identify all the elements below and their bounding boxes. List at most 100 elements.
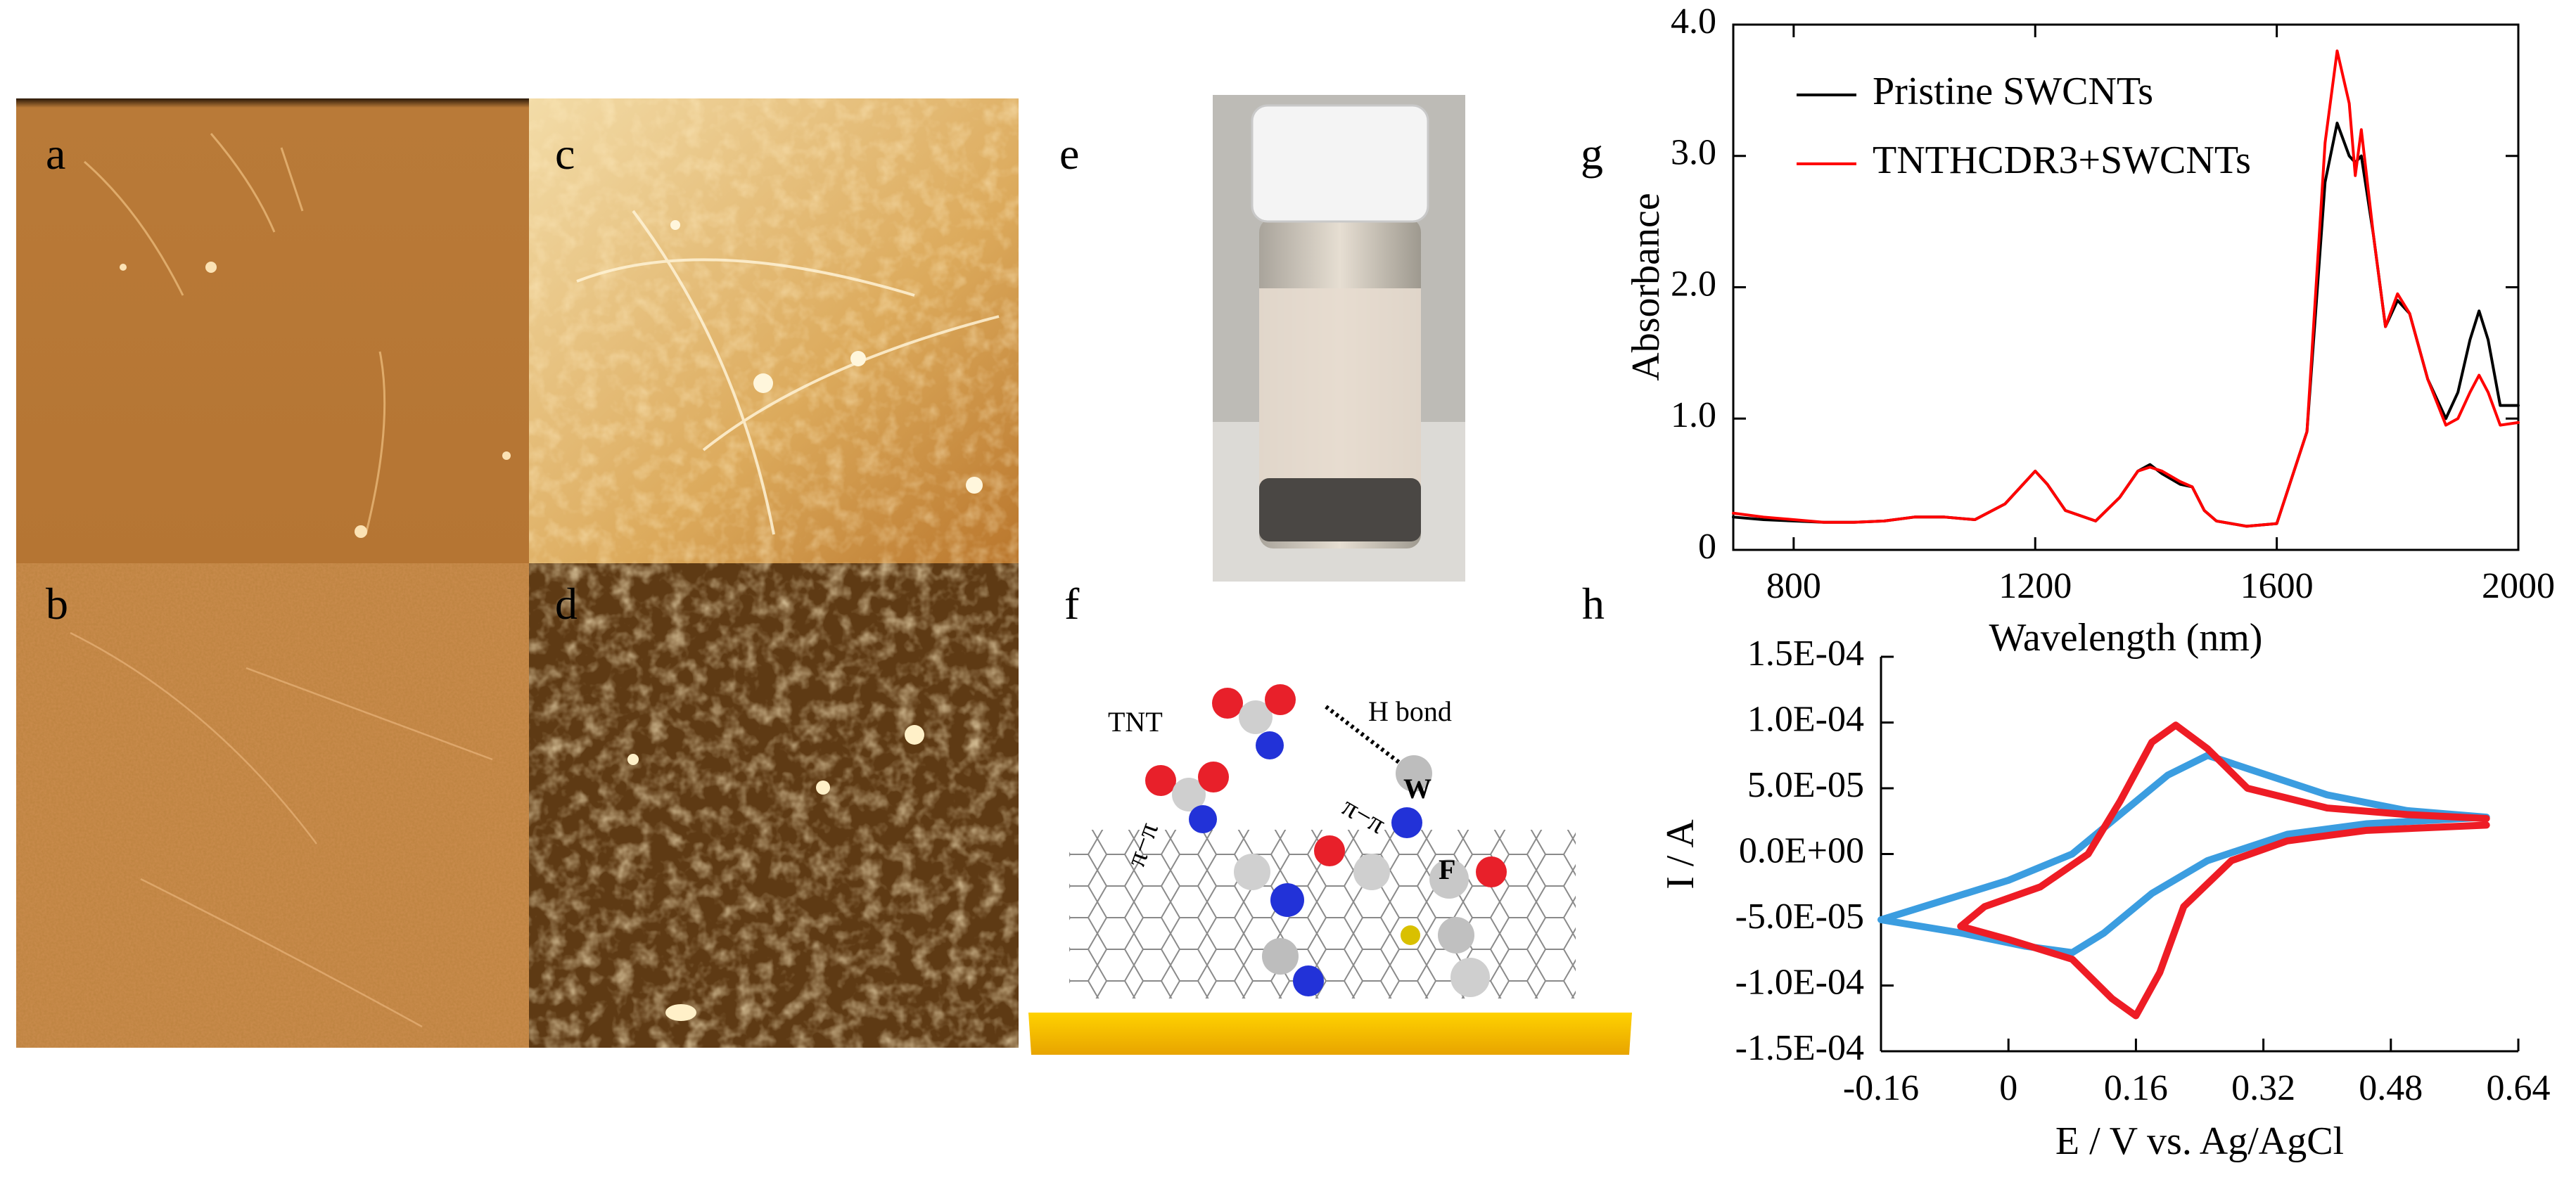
diagram-label: H bond	[1368, 695, 1452, 727]
chart: 800 1200 1600 2000 0 1.0 2.0 3.0 4.0 Wavelength (…	[1624, 1, 2555, 660]
panel-label: b	[46, 579, 68, 629]
y-tick-label: 1.0E-04	[1747, 699, 1864, 739]
x-axis-title: Wavelength (nm)	[1989, 616, 2263, 660]
atom	[1145, 765, 1176, 796]
fiber	[702, 315, 1000, 451]
dot	[627, 754, 639, 765]
dot	[816, 781, 830, 795]
afm-c-texture	[529, 98, 1019, 563]
atom	[1270, 883, 1304, 917]
dot	[966, 477, 983, 494]
y-tick-label: 0	[1698, 527, 1716, 567]
atom	[1438, 917, 1474, 954]
series-line	[1732, 49, 2520, 528]
panel-label: h	[1582, 579, 1605, 629]
atom	[1234, 854, 1270, 890]
afm-d-dots	[627, 725, 924, 1021]
atom	[1391, 807, 1422, 838]
dot	[850, 351, 866, 366]
panel-label: c	[555, 129, 575, 179]
x-tick-label: 1600	[2240, 566, 2314, 606]
atom	[1353, 854, 1390, 890]
y-tick-label: 1.0	[1671, 395, 1716, 435]
x-tick-label: 2000	[2482, 566, 2555, 606]
fiber	[246, 667, 493, 761]
fiber	[632, 210, 775, 535]
panel-label: g	[1581, 129, 1603, 179]
panel-label: e	[1059, 129, 1079, 179]
x-tick-label: 0.16	[2104, 1068, 2168, 1108]
series-line	[1957, 721, 2490, 1020]
atom	[1314, 835, 1345, 866]
y-axis-title: Absorbance	[1624, 193, 1668, 380]
atom	[1239, 700, 1273, 734]
atom	[1172, 778, 1206, 811]
y-tick-label: 3.0	[1671, 133, 1716, 173]
fiber	[210, 133, 276, 233]
atom	[1189, 805, 1217, 833]
panel-label: a	[46, 129, 65, 179]
vial-photo	[1213, 95, 1465, 582]
chart: -0.16 0 0.16 0.32 0.48 0.64 -1.5E-04 -1.0E-04 -5…	[1659, 634, 2551, 1163]
atom	[1293, 965, 1324, 996]
diagram-label: TNT	[1108, 706, 1163, 738]
vial-sediment	[1259, 478, 1421, 541]
afm-a	[16, 98, 529, 563]
x-tick-label: 0.32	[2231, 1068, 2295, 1108]
fiber	[364, 351, 386, 535]
dot	[665, 1004, 696, 1021]
atom	[1265, 684, 1296, 715]
fiber	[70, 631, 317, 845]
afm-images	[16, 98, 1019, 1048]
fiber	[140, 878, 423, 1028]
dot	[670, 220, 680, 230]
x-tick-label: 1200	[1998, 566, 2072, 606]
y-tick-label: 2.0	[1671, 264, 1716, 304]
atom	[1429, 859, 1469, 899]
afm-c-fibers	[576, 210, 1000, 535]
afm-b-texture	[16, 563, 529, 1048]
x-axis-title: E / V vs. Ag/AgCl	[2055, 1119, 2344, 1163]
x-tick-label: 0.48	[2359, 1068, 2423, 1108]
y-tick-label: 1.5E-04	[1747, 634, 1864, 674]
series-line	[1732, 122, 2520, 528]
afm-a-fibers	[84, 133, 386, 535]
atom	[1256, 731, 1284, 759]
atom	[1396, 755, 1432, 792]
h-bond-line	[1325, 705, 1401, 765]
panel-label: f	[1064, 579, 1080, 629]
y-tick-label: 4.0	[1671, 1, 1716, 41]
gold-substrate	[1028, 1013, 1632, 1055]
y-tick-label: 5.0E-05	[1747, 765, 1864, 805]
x-tick-label: 800	[1766, 566, 1821, 606]
fiber	[280, 147, 304, 212]
fiber	[84, 160, 184, 296]
atom	[1262, 938, 1299, 975]
atom	[1401, 925, 1420, 945]
y-tick-label: -5.0E-05	[1735, 897, 1864, 937]
panel-label: d	[555, 579, 578, 629]
series-line	[1877, 752, 2490, 956]
atom	[1212, 688, 1243, 719]
fiber	[576, 258, 915, 297]
y-tick-label: -1.5E-04	[1735, 1028, 1864, 1068]
dot	[120, 264, 127, 271]
diagram-label: F	[1439, 854, 1455, 885]
x-tick-label: 0.64	[2487, 1068, 2551, 1108]
y-axis-title: I / A	[1659, 819, 1702, 890]
afm-b-fibers	[70, 631, 493, 1028]
x-tick-label: 0	[1999, 1068, 2017, 1108]
atom	[1476, 856, 1507, 887]
dot	[753, 373, 773, 393]
atoms	[1145, 684, 1507, 997]
dot	[205, 262, 217, 273]
afm-c-dots	[670, 220, 983, 494]
afm-d-texture	[529, 563, 1019, 1048]
afm-a-dots	[120, 262, 511, 538]
dot	[905, 725, 924, 745]
diagram-label: W	[1403, 773, 1432, 804]
y-tick-label: 0.0E+00	[1739, 830, 1864, 871]
